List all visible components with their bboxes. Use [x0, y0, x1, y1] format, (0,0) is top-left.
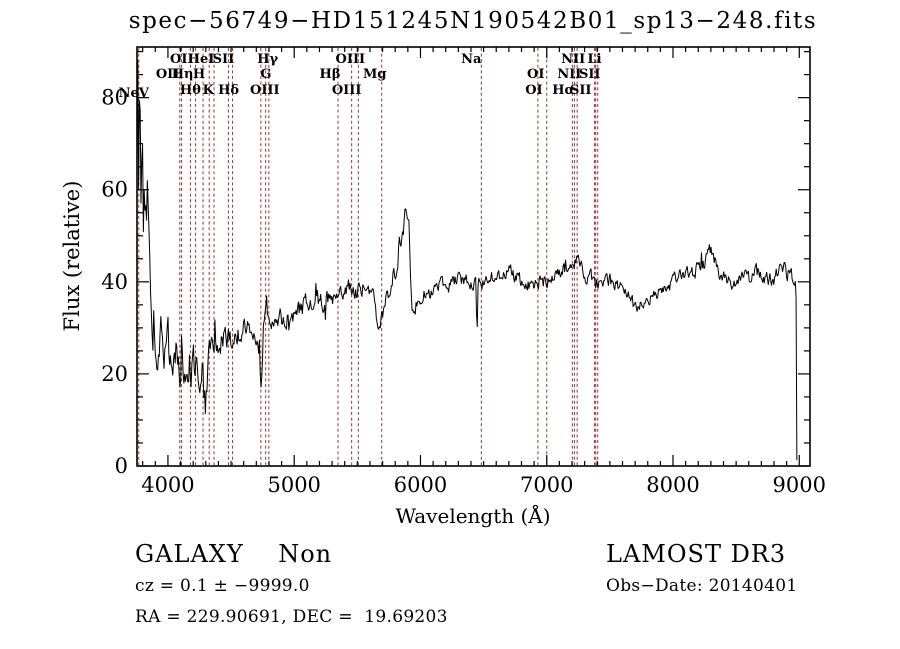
spectral-line-label: SII [579, 67, 601, 82]
x-axis-label: Wavelength (Å) [395, 504, 551, 528]
obs-date-line: Obs−Date: 20140401 [606, 576, 798, 596]
redshift-line: cz = 0.1 ± −9999.0 [135, 576, 310, 596]
spectral-line-label: Mg [363, 67, 386, 82]
spectral-line-label: Hδ [218, 83, 239, 98]
spectral-line-label: HeI [188, 52, 215, 67]
x-tick-label: 5000 [267, 473, 320, 497]
spectral-line-label: OIII [250, 83, 280, 98]
x-tick-label: 6000 [394, 473, 447, 497]
spectral-line-label: NII [557, 67, 581, 82]
y-tick-label: 80 [101, 86, 128, 110]
y-axis-label: Flux (relative) [60, 180, 84, 332]
spectral-line-label: OI [525, 83, 542, 98]
spectral-line-label: NII [561, 52, 585, 67]
spectral-line-label: H [193, 67, 205, 82]
x-tick-label: 7000 [520, 473, 573, 497]
spectral-line-label: K [203, 83, 215, 98]
x-tick-label: 8000 [646, 473, 699, 497]
plot-frame [136, 46, 811, 467]
spectral-line-label: OII [170, 52, 194, 67]
spectral-line-label: SII [570, 83, 592, 98]
plot-title: spec−56749−HD151245N190542B01_sp13−248.f… [128, 8, 818, 34]
spectral-line-label: Hα [552, 83, 574, 98]
spectral-line-label: OI [527, 67, 544, 82]
spectral-line-label: SII [213, 52, 235, 67]
spectral-line-label: Hγ [257, 52, 278, 67]
spectral-line-label: OII [156, 67, 180, 82]
spectral-line-label: Hθ [180, 83, 201, 98]
spectral-line-label: OIII [332, 83, 362, 98]
spectral-line-label: Hβ [320, 67, 341, 82]
object-class-label: GALAXY Non [135, 540, 333, 568]
spectral-line-label: Na [461, 52, 482, 67]
y-tick-label: 40 [101, 270, 128, 294]
y-tick-label: 0 [115, 454, 128, 478]
ra-dec-line: RA = 229.90691, DEC = 19.69203 [135, 607, 448, 627]
x-tick-label: 4000 [141, 473, 194, 497]
spectrum-trace [136, 60, 798, 461]
y-tick-label: 60 [101, 178, 128, 202]
y-tick-label: 20 [101, 362, 128, 386]
survey-label: LAMOST DR3 [606, 540, 787, 568]
spectral-line-label: Li [588, 52, 602, 67]
spectral-line-label: G [260, 67, 271, 82]
spectral-line-label: OIII [336, 52, 366, 67]
x-tick-label: 9000 [773, 473, 826, 497]
spectral-line-label: Hη [172, 67, 194, 82]
